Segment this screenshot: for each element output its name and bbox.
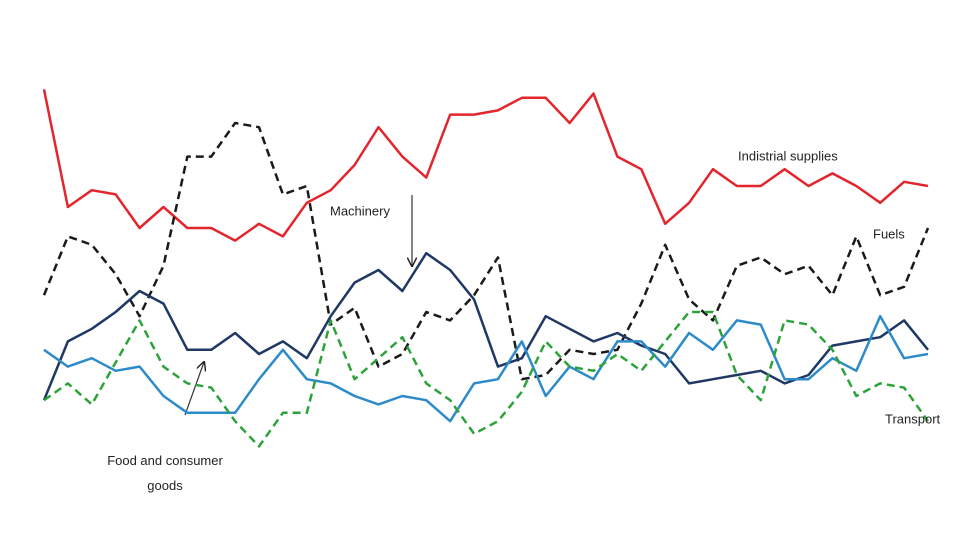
series-label-box: Food and consumer goods <box>107 453 223 493</box>
series-label: Food and consumer goods <box>107 453 223 493</box>
series-label: Indistrial supplies <box>738 148 838 163</box>
series-line <box>42 89 929 242</box>
series-label: Machinery <box>330 203 390 218</box>
food-arrow <box>184 362 204 416</box>
series-label: Fuels <box>873 226 905 241</box>
series-label: Transport <box>885 411 941 426</box>
series-line <box>42 251 929 401</box>
series-line <box>43 314 929 423</box>
series-line <box>42 121 930 381</box>
